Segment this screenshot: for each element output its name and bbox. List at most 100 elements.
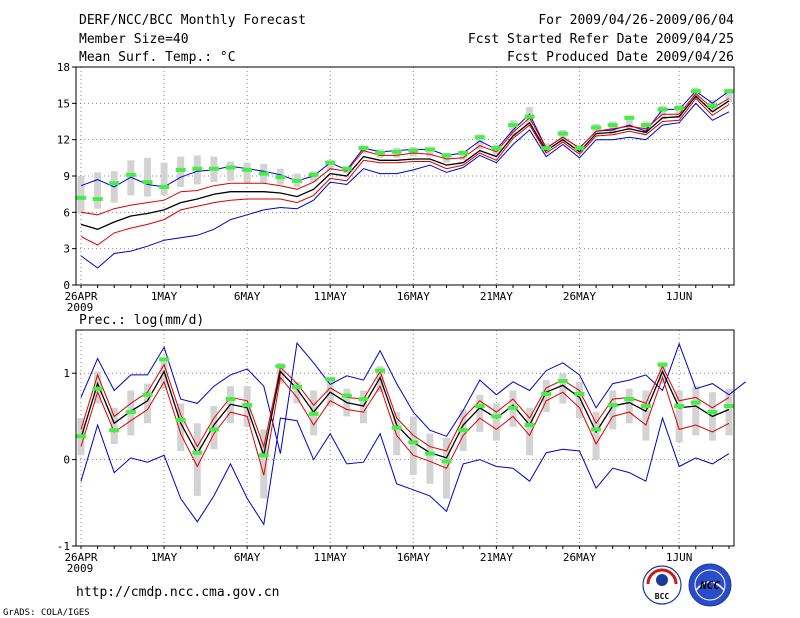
y-tick-label: 9 xyxy=(63,170,70,183)
best-marker xyxy=(724,404,734,409)
best-marker xyxy=(557,131,568,136)
best-marker xyxy=(358,397,369,402)
x-tick-label: 1JUN xyxy=(666,290,693,303)
best-marker xyxy=(557,378,568,383)
lower-series-line xyxy=(80,97,730,246)
spread-box xyxy=(575,381,583,419)
best-marker xyxy=(341,393,352,398)
best-marker xyxy=(424,451,435,456)
precip-title: Prec.: log(mm/d) xyxy=(79,313,204,328)
best-marker xyxy=(541,146,552,151)
y-tick-label: 15 xyxy=(57,97,70,110)
best-marker xyxy=(408,440,419,445)
precipitation-panel: -1 0 1 26APR 1MAY 6MAY 11MAY 16MAY 21MAY 26MAY 1JU… xyxy=(57,329,746,575)
ncc-logo: NCC xyxy=(688,563,732,607)
best-marker xyxy=(674,106,685,111)
best-marker xyxy=(524,114,535,119)
best-marker xyxy=(640,123,651,128)
y-tick-label: -1 xyxy=(57,540,70,553)
spread-box xyxy=(492,403,500,441)
y-tick-label: 3 xyxy=(63,243,70,256)
best-marker xyxy=(591,427,602,432)
best-marker xyxy=(408,148,419,153)
bcc-logo: BCC xyxy=(642,565,682,605)
x-tick-label: 1MAY xyxy=(151,290,178,303)
best-marker xyxy=(76,434,86,439)
x-tick-label: 16MAY xyxy=(397,290,430,303)
mean-series-line xyxy=(80,95,730,230)
temperature-panel: 0 3 6 9 12 15 18 26APR 1MAY 6MAY 11MAY 16MAY 21MAY 26… xyxy=(57,61,735,314)
spread-box xyxy=(659,362,667,384)
best-marker xyxy=(474,404,485,409)
best-marker xyxy=(424,147,435,152)
best-marker xyxy=(375,368,386,373)
best-marker xyxy=(607,403,618,408)
x-tick-label: 26APR xyxy=(64,290,97,303)
spread-box xyxy=(642,390,650,441)
best-marker xyxy=(441,459,452,464)
spread-box xyxy=(559,373,567,404)
spread-box xyxy=(609,121,617,135)
y-tick-label: 6 xyxy=(63,206,70,219)
spread-box xyxy=(459,150,467,161)
best-marker xyxy=(491,414,502,419)
mean-series-line xyxy=(80,369,730,459)
spread-box xyxy=(143,383,151,424)
best-marker xyxy=(92,386,103,391)
spread-box xyxy=(725,388,733,436)
best-marker xyxy=(657,362,668,367)
spread-box xyxy=(692,386,700,436)
spread-box xyxy=(426,148,434,157)
forecast-period: For 2009/04/26-2009/06/04 xyxy=(538,13,734,28)
best-marker xyxy=(358,146,369,151)
x-year-label: 2009 xyxy=(67,562,94,575)
best-marker xyxy=(225,397,236,402)
best-marker xyxy=(325,160,336,165)
best-marker xyxy=(308,172,319,177)
best-marker xyxy=(159,184,170,189)
min-series-line xyxy=(80,416,730,526)
spread-box xyxy=(409,416,417,476)
spread-box xyxy=(592,123,600,137)
best-marker xyxy=(275,175,286,180)
best-marker xyxy=(142,180,153,185)
best-marker xyxy=(624,115,635,120)
source-url[interactable]: http://cmdp.ncc.cma.gov.cn xyxy=(76,585,280,600)
min-series-line xyxy=(80,102,730,269)
spread-box xyxy=(526,407,534,456)
spread-box xyxy=(243,162,251,184)
spread-box xyxy=(293,381,301,404)
best-marker xyxy=(341,166,352,171)
x-tick-label: 26MAY xyxy=(563,290,596,303)
best-marker xyxy=(690,400,701,405)
best-marker xyxy=(208,427,219,432)
y-tick-label: 12 xyxy=(57,134,70,147)
x-year-label: 2009 xyxy=(67,301,94,314)
x-tick-label: 1JUN xyxy=(666,551,693,564)
spread-box xyxy=(443,152,451,163)
x-tick-label: 21MAY xyxy=(480,551,513,564)
best-marker xyxy=(175,167,186,172)
best-marker xyxy=(574,391,585,396)
best-marker xyxy=(242,403,253,408)
spread-box xyxy=(177,403,185,451)
spread-box xyxy=(509,120,517,137)
y-tick-label: 0 xyxy=(63,279,70,292)
spread-box xyxy=(426,433,434,484)
spread-box xyxy=(592,412,600,460)
spread-box xyxy=(476,394,484,432)
best-marker xyxy=(508,405,518,410)
best-marker xyxy=(541,391,552,396)
lower-series-line xyxy=(80,375,730,476)
best-marker xyxy=(458,150,469,155)
spread-box xyxy=(609,390,617,430)
x-tick-label: 11MAY xyxy=(314,551,347,564)
plot-frame xyxy=(75,329,735,547)
best-marker xyxy=(441,153,452,158)
best-marker xyxy=(491,146,502,151)
spread-box xyxy=(359,390,367,424)
forecast-start-date: Fcst Started Refer Date 2009/04/25 xyxy=(468,32,734,47)
spread-box xyxy=(725,88,733,103)
upper-series-line xyxy=(80,363,730,452)
